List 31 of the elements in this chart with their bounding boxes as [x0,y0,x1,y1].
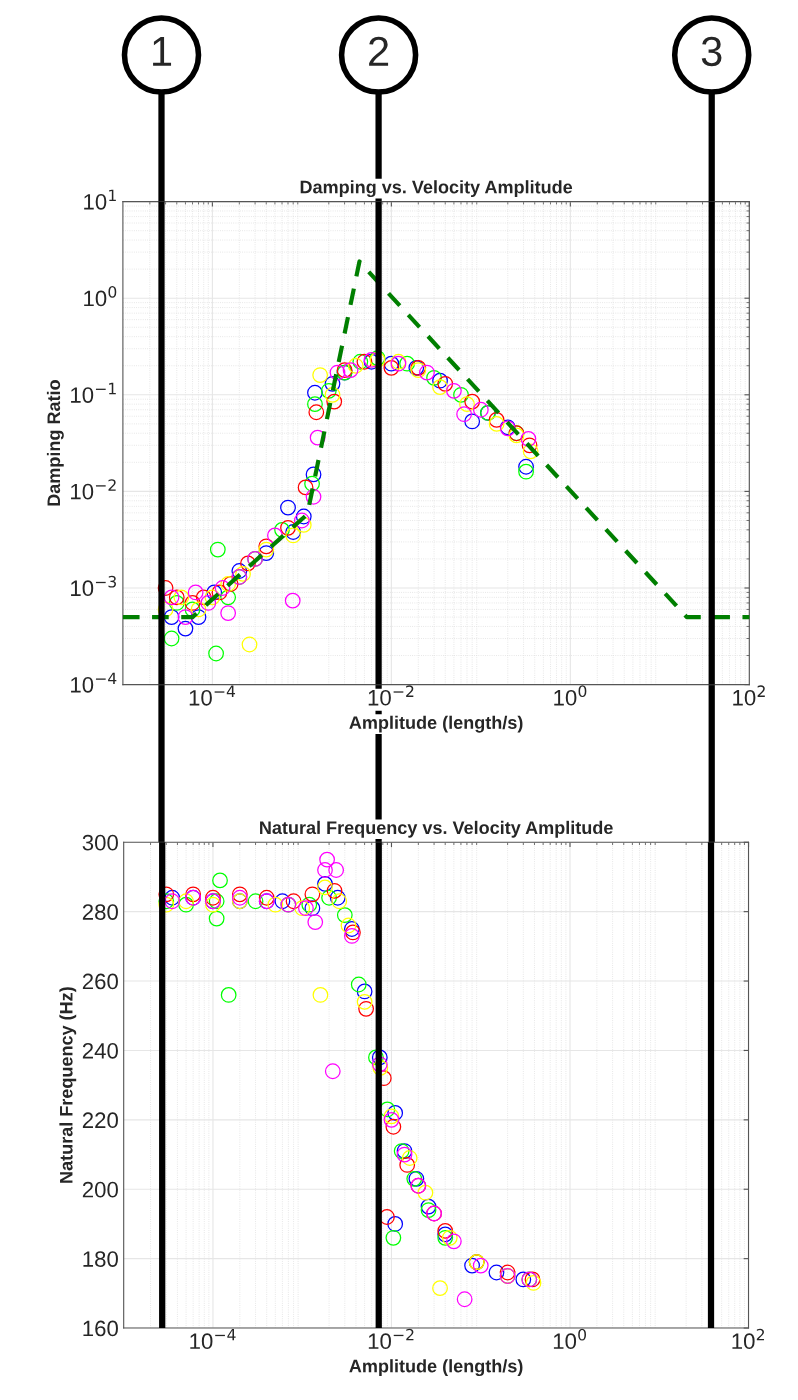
y-tick-label: 10$^{−4}$ [71,672,117,693]
y-tick-label: 10$^{1}$ [84,189,116,210]
chart-title: Natural Frequency vs. Velocity Amplitude [260,820,613,838]
x-tick-label: 10$^{0}$ [554,685,587,706]
y-tick-label: 280 [82,904,118,920]
y-tick-label: 10$^{0}$ [84,286,117,307]
chart-title: Damping vs. Velocity Amplitude [300,180,573,198]
y-tick-label: 10$^{−3}$ [71,575,116,597]
x-tick-label: 10$^{−2}$ [368,685,414,706]
text: 3 [701,36,722,67]
y-tick-label: 10$^{−2}$ [71,479,116,500]
x-tick-label: 10$^{−2}$ [368,1328,414,1350]
y-axis-title: Natural Frequency (Hz) [59,987,77,1183]
y-tick-label: 200 [82,1181,118,1198]
y-tick-label: 300 [82,834,118,851]
y-tick-label: 240 [82,1042,118,1059]
y-tick-label: 260 [82,973,118,990]
y-tick-label: 10$^{−1}$ [71,382,116,403]
y-axis-title: Damping Ratio [46,380,64,506]
x-tick-label: 10$^{2}$ [732,1328,765,1350]
text: 2 [369,36,389,66]
y-tick-label: 160 [83,1320,118,1337]
x-tick-label: 10$^{−4}$ [189,685,236,706]
x-axis-title: Amplitude (length/s) [349,715,523,733]
x-tick-label: 10$^{2}$ [733,685,765,706]
x-axis-title: Amplitude (length/s) [349,1359,523,1377]
y-tick-label: 220 [82,1112,118,1129]
text: 1 [153,37,172,66]
y-tick-label: 180 [83,1251,118,1267]
x-tick-label: 10$^{−4}$ [190,1329,236,1350]
x-tick-label: 10$^{0}$ [553,1328,587,1350]
